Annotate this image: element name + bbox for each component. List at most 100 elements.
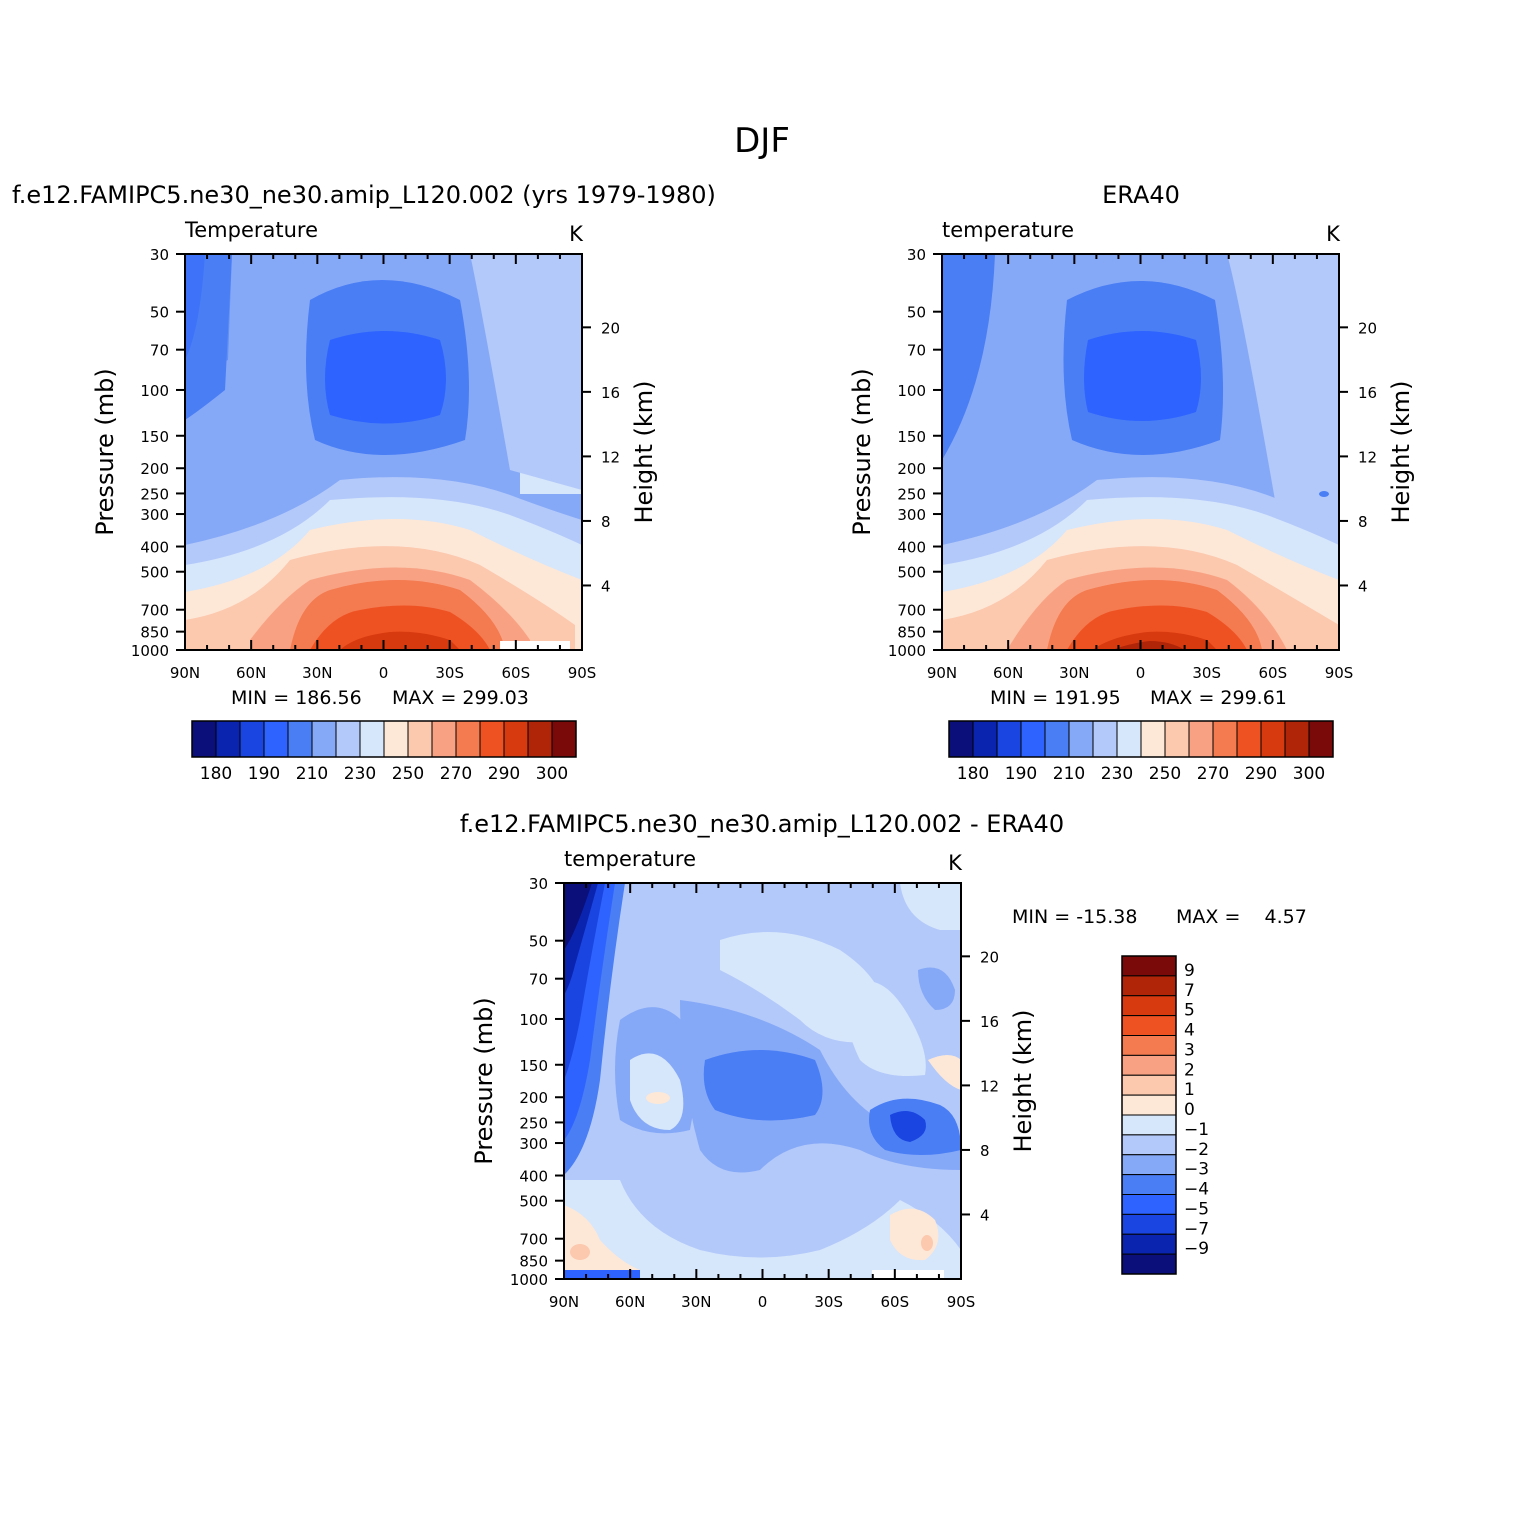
contour-band [564,1270,640,1279]
colorbar-swatch [503,720,529,758]
y-tick-label: 1000 [888,642,926,660]
x-tick-label: 0 [1136,664,1146,682]
colorbar-swatch [972,720,998,758]
contour-field [942,254,1339,650]
colorbar-label: 0 [1184,1100,1195,1120]
y-tick-label: 250 [519,1114,548,1132]
colorbar-swatch [1121,1253,1177,1275]
colorbar-swatch [1164,720,1190,758]
contour-band [646,1092,670,1104]
y2-tick-label: 4 [601,577,611,595]
y2-tick-label: 8 [980,1142,990,1160]
colorbar-label: 290 [488,764,520,784]
contour-band [1092,631,1217,650]
colorbar-swatch [1068,720,1094,758]
y-tick-label: 30 [529,875,548,893]
colorbar-frame [1121,955,1177,1275]
colorbar-label: 3 [1184,1040,1195,1060]
y-tick-label: 850 [519,1253,548,1271]
contour-band [921,1235,933,1251]
contour-band [564,1180,961,1279]
colorbar-label: 250 [392,764,424,784]
units-label: K [1326,222,1341,246]
units-label: K [948,851,963,875]
y-tick-label: 400 [140,539,169,557]
colorbar-frame [948,720,1334,758]
colorbar-swatch [1308,720,1334,758]
x-tick-label: 30S [814,1293,843,1311]
y-tick-label: 250 [140,485,169,503]
colorbar-swatch [1236,720,1262,758]
contour-field [564,883,961,1279]
colorbar-swatch [1020,720,1046,758]
max-label: MAX = 299.61 [1150,687,1287,709]
contour-band [890,1111,926,1142]
colorbar-label: −9 [1184,1239,1209,1259]
colorbar-swatch [1121,1213,1177,1235]
y-tick-label: 100 [897,382,926,400]
colorbar-label: 180 [200,764,232,784]
colorbar-label: 270 [440,764,472,784]
contour-band [1227,254,1339,530]
x-tick-label: 30N [1059,664,1089,682]
min-label: MIN = -15.38 [1012,906,1137,928]
contour-band [720,932,885,1043]
colorbar-swatch [1044,720,1070,758]
contour-band [630,1053,684,1130]
y-tick-label: 50 [150,304,169,322]
colorbar-swatch [527,720,553,758]
contour-band [1319,491,1329,497]
figure-title: DJF [734,121,790,161]
contour-band [470,254,582,490]
colorbar-swatch [431,720,457,758]
x-tick-label: 60N [615,1293,645,1311]
y-tick-label: 30 [150,246,169,264]
contour-field [185,254,582,650]
colorbar-swatch [311,720,337,758]
y-tick-label: 200 [519,1089,548,1107]
colorbar-swatch [1116,720,1142,758]
colorbar-label: 1 [1184,1080,1195,1100]
colorbar-label: 300 [1293,764,1325,784]
contour-band [1084,331,1201,421]
y-axis-label: Pressure (mb) [848,368,876,535]
colorbar-swatch [1121,1154,1177,1176]
x-tick-label: 60S [502,664,531,682]
contour-band [340,631,460,650]
colorbar-swatch [996,720,1022,758]
contour-band [564,1205,640,1279]
colorbar-swatch [263,720,289,758]
colorbar-label: 210 [296,764,328,784]
colorbar-label: 190 [248,764,280,784]
y-tick-label: 500 [140,564,169,582]
colorbar-swatch [1121,1134,1177,1156]
y-tick-label: 850 [897,624,926,642]
colorbar-label: 230 [344,764,376,784]
contour-band [675,883,961,930]
y-tick-label: 50 [907,304,926,322]
x-tick-label: 30S [435,664,464,682]
colorbar-label: 290 [1245,764,1277,784]
x-tick-label: 30S [1192,664,1221,682]
y-tick-label: 1000 [510,1271,548,1289]
x-tick-label: 60N [236,664,266,682]
axes-ticks: 3050701001502002503004005007008501000481… [131,246,620,682]
colorbar-swatch [1284,720,1310,758]
y2-tick-label: 12 [1358,448,1377,466]
colorbar: 180 190 210 230 250 270 290 300 [948,720,1334,784]
y-tick-label: 500 [897,564,926,582]
y-tick-label: 150 [519,1057,548,1075]
y-tick-label: 100 [519,1011,548,1029]
contour-band [703,1050,823,1121]
contour-band [185,254,232,380]
colorbar-label: 270 [1197,764,1229,784]
y-axis-label: Pressure (mb) [470,997,498,1164]
y2-tick-label: 16 [980,1013,999,1031]
contour-band [1112,641,1185,650]
colorbar-label: −7 [1184,1219,1209,1239]
y2-tick-label: 20 [1358,319,1377,337]
colorbar-label: 7 [1184,981,1195,1001]
colorbar-swatch [383,720,409,758]
